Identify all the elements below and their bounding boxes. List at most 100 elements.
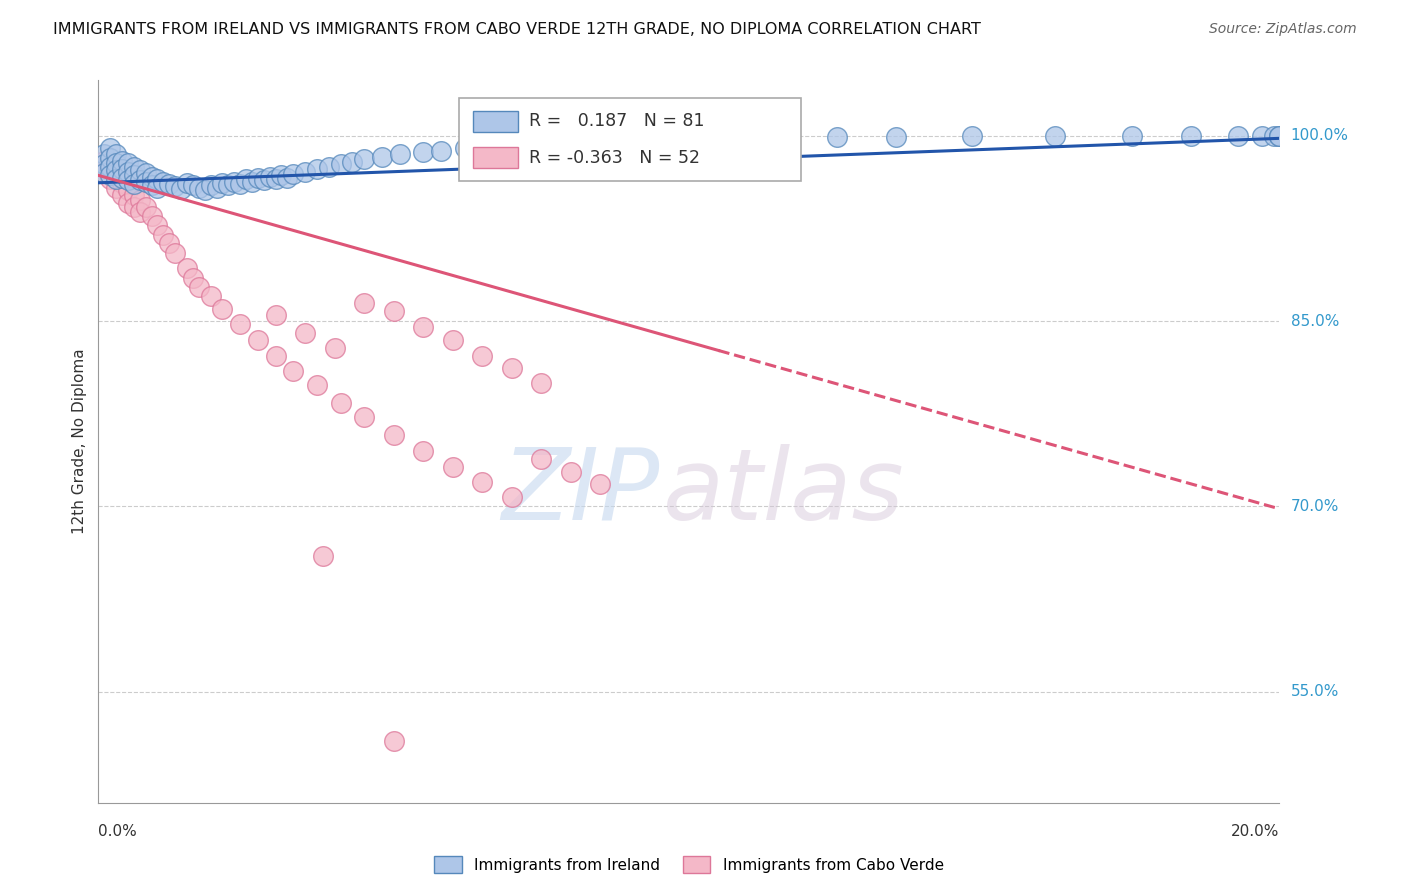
Point [98,141,121,155]
Point [318,160,340,174]
Point [548,136,571,151]
Point [98,172,121,186]
Point [111,170,134,185]
Y-axis label: 12th Grade, No Diploma: 12th Grade, No Diploma [72,349,87,534]
Text: R = -0.363   N = 52: R = -0.363 N = 52 [530,149,700,167]
Point [128,163,150,178]
Point [264,349,287,363]
Point [200,289,222,303]
Point [353,295,375,310]
Legend: Immigrants from Ireland, Immigrants from Cabo Verde: Immigrants from Ireland, Immigrants from… [427,850,950,879]
Point [128,173,150,187]
Point [93,157,115,171]
FancyBboxPatch shape [458,98,801,181]
Point [141,169,163,184]
Text: ZIP: ZIP [501,443,659,541]
Point [187,279,209,293]
Point [666,132,689,146]
Point [157,236,180,251]
Text: 100.0%: 100.0% [1291,128,1348,144]
Point [583,135,606,149]
Point [382,427,405,442]
Text: Source: ZipAtlas.com: Source: ZipAtlas.com [1209,22,1357,37]
Point [141,178,163,193]
Point [200,178,222,193]
Point [512,137,534,152]
Point [294,164,316,178]
Text: 55.0%: 55.0% [1291,684,1339,699]
Text: atlas: atlas [664,443,904,541]
Point [98,160,121,174]
Point [253,173,276,187]
Point [1180,128,1202,143]
Point [312,549,335,563]
Point [165,179,187,194]
Point [501,490,523,504]
Point [105,156,128,170]
Point [93,153,115,168]
Point [294,326,316,341]
Point [135,166,157,180]
Text: 85.0%: 85.0% [1291,314,1339,328]
Point [217,178,239,193]
Text: 20.0%: 20.0% [1232,824,1279,839]
Point [305,162,328,177]
Point [146,180,169,194]
Point [619,134,641,148]
Point [111,176,134,190]
Point [329,395,352,409]
Point [382,734,405,748]
Point [441,459,464,474]
Point [105,163,128,178]
Point [211,176,233,190]
Point [430,144,453,158]
Point [412,443,434,458]
Bar [472,112,517,132]
Point [962,128,984,143]
Point [1121,128,1143,143]
Point [105,180,128,194]
Point [176,176,198,190]
Point [482,140,505,154]
Point [283,363,305,377]
Point [122,160,145,174]
Point [122,201,145,215]
Point [1263,128,1285,143]
Point [93,147,115,161]
Point [283,167,305,181]
Point [766,130,789,145]
Point [530,452,553,467]
Point [388,147,411,161]
Point [264,172,287,186]
Point [1268,128,1291,143]
Point [181,178,204,193]
Point [105,169,128,183]
Point [135,201,157,215]
Point [181,271,204,285]
Point [884,130,907,145]
Text: IMMIGRANTS FROM IRELAND VS IMMIGRANTS FROM CABO VERDE 12TH GRADE, NO DIPLOMA COR: IMMIGRANTS FROM IRELAND VS IMMIGRANTS FR… [53,22,981,37]
Point [371,150,394,164]
Point [229,317,252,331]
Point [471,349,494,363]
Text: 70.0%: 70.0% [1291,499,1339,514]
Point [117,195,139,210]
Point [342,154,364,169]
Point [141,209,163,223]
Point [165,246,187,260]
Point [412,145,434,159]
Point [93,166,115,180]
Point [589,477,612,491]
Point [194,183,217,197]
Point [128,193,150,207]
Point [276,170,298,185]
Point [1043,128,1066,143]
Point [111,153,134,168]
Point [157,177,180,191]
Point [152,227,174,242]
Point [187,180,209,194]
Point [1268,128,1291,143]
Point [229,177,252,191]
Point [353,153,375,167]
Point [122,169,145,183]
